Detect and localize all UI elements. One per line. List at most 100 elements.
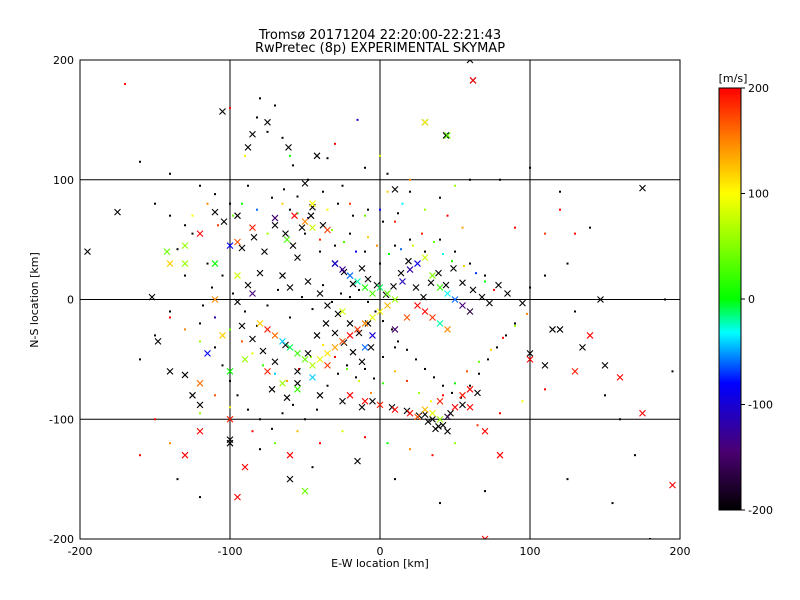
scatter-point-dot (364, 367, 366, 370)
scatter-point-x (504, 290, 511, 297)
scatter-point-x (601, 361, 609, 369)
scatter-point-x (478, 293, 486, 301)
y-tick-label: -200 (49, 533, 74, 546)
scatter-point-x (324, 361, 331, 369)
scatter-point-dot (394, 478, 396, 481)
scatter-point-x (324, 226, 331, 234)
scatter-point-dot (334, 244, 336, 247)
chart-title: Tromsø 20171204 22:20:00-22:21:43 (258, 28, 501, 43)
scatter-point-x (226, 415, 234, 423)
scatter-point-x (316, 355, 324, 363)
scatter-point-dot (394, 370, 396, 373)
scatter-point-x (421, 411, 429, 418)
scatter-point-dot (484, 490, 486, 493)
scatter-point-dot (619, 418, 621, 421)
scatter-point-dot (355, 250, 357, 253)
scatter-point-x (196, 427, 204, 435)
scatter-point-dot (259, 448, 261, 451)
scatter-point-x (234, 298, 241, 306)
scatter-point-dot (418, 391, 420, 394)
scatter-point-dot (454, 250, 456, 253)
scatter-point-x (286, 475, 294, 483)
scatter-point-x (412, 284, 420, 291)
scatter-point-x (324, 302, 331, 309)
colorbar-tick-label: 100 (748, 188, 769, 201)
scatter-point-x (355, 329, 363, 337)
scatter-point-dot (322, 190, 324, 193)
scatter-point-x (309, 361, 316, 369)
scatter-point-dot (544, 388, 546, 391)
scatter-point-dot (296, 430, 299, 433)
scatter-point-x (435, 423, 442, 430)
scatter-point-dot (184, 224, 186, 227)
scatter-point-x (316, 290, 324, 297)
scatter-point-dot (382, 320, 384, 323)
scatter-point-x (256, 320, 264, 327)
scatter-point-x (301, 179, 309, 187)
x-tick-label: -100 (218, 545, 243, 558)
scatter-point-dot (400, 248, 402, 251)
scatter-point-dot (191, 232, 194, 235)
scatter-point-x (84, 248, 91, 255)
scatter-point-dot (409, 238, 411, 241)
scatter-point-x (114, 208, 121, 216)
scatter-point-x (541, 361, 549, 369)
scatter-point-dot (526, 312, 528, 315)
scatter-point-dot (259, 418, 261, 421)
scatter-point-x (294, 367, 301, 375)
scatter-point-x (244, 144, 252, 151)
scatter-point-x (354, 326, 361, 333)
scatter-point-x (163, 248, 171, 255)
scatter-point-dot (529, 166, 531, 169)
scatter-point-dot (424, 250, 426, 253)
scatter-point-dot (671, 370, 674, 373)
scatter-point-dot (326, 157, 329, 160)
colorbar: [m/s] 200 100 0 -100 -200 (718, 72, 773, 517)
scatter-point-dot (574, 232, 576, 235)
scatter-point-dot (289, 316, 291, 319)
scatter-point-dot (355, 376, 357, 379)
scatter-point-x (346, 332, 354, 339)
scatter-point-dot (139, 160, 141, 163)
scatter-point-dot (266, 232, 269, 235)
scatter-point-dot (266, 304, 269, 307)
scatter-point-dot (211, 286, 213, 289)
scatter-point-x (339, 308, 346, 315)
scatter-point-x (474, 389, 481, 397)
scatter-point-x (358, 264, 366, 272)
scatter-point-x (376, 308, 384, 315)
scatter-point-dot (505, 334, 507, 337)
scatter-point-x (390, 282, 397, 290)
scatter-point-dot (424, 367, 426, 370)
scatter-point-dot (442, 384, 444, 387)
scatter-point-x (346, 320, 354, 327)
scatter-point-x (486, 299, 493, 307)
scatter-point-dot (277, 288, 279, 291)
scatter-point-x (234, 493, 241, 501)
scatter-point-x (444, 413, 451, 421)
scatter-point-x (526, 349, 534, 357)
scatter-point-dot (199, 412, 201, 415)
scatter-point-dot (439, 196, 441, 199)
scatter-point-x (271, 358, 279, 366)
scatter-point-x (211, 260, 219, 267)
y-axis-label: N-S location [km] (28, 252, 41, 348)
scatter-point-dot (319, 250, 321, 253)
scatter-point-dot (409, 448, 411, 451)
scatter-point-x (304, 278, 312, 285)
scatter-point-dot (476, 424, 479, 427)
scatter-point-x (406, 266, 414, 273)
scatter-point-dot (184, 328, 186, 331)
scatter-point-x (424, 418, 432, 426)
scatter-point-x (264, 118, 271, 126)
scatter-point-dot (262, 364, 264, 367)
scatter-point-dot (274, 442, 276, 445)
scatter-point-dot (292, 164, 294, 167)
scatter-point-dot (281, 202, 284, 205)
scatter-point-dot (391, 328, 393, 331)
scatter-point-dot (502, 336, 504, 339)
scatter-point-dot (446, 214, 449, 217)
scatter-point-dot (634, 454, 636, 457)
scatter-point-dot (169, 316, 171, 319)
